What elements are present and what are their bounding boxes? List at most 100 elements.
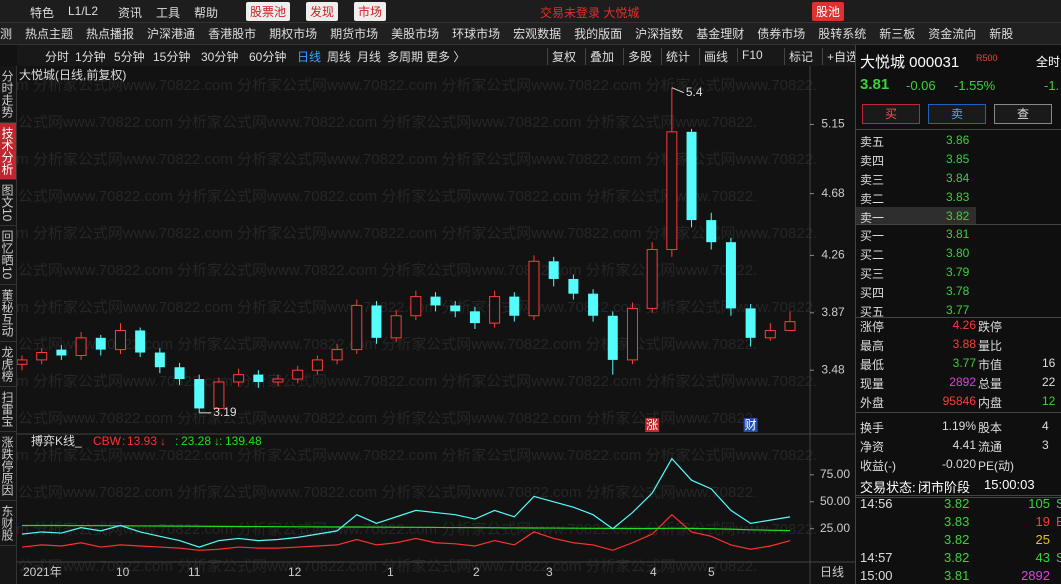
trade-button[interactable]: 卖	[928, 104, 986, 124]
indicator-line	[21, 457, 791, 548]
nav-item[interactable]: 新三板	[879, 27, 916, 41]
tool-button[interactable]: 统计	[661, 48, 690, 65]
nav-item[interactable]: 香港股市	[208, 27, 257, 41]
nav-item[interactable]: 沪深港通	[147, 27, 196, 41]
side-tab[interactable]: 分时走势	[0, 66, 16, 123]
tick-side: S	[1056, 550, 1061, 565]
period-tab[interactable]: 15分钟	[153, 50, 191, 64]
nav-item[interactable]: 我的版面	[574, 27, 623, 41]
stat-label: 净资	[860, 440, 885, 454]
menu-item[interactable]: 帮助	[194, 6, 219, 20]
highlight-row	[856, 207, 976, 225]
side-tab[interactable]: 回忆晒10	[0, 226, 16, 285]
nav-item[interactable]: 测	[0, 27, 13, 41]
book-label: 买五	[860, 305, 885, 319]
trade-button[interactable]: 买	[862, 104, 920, 124]
side-tab[interactable]: 技术分析	[0, 123, 16, 180]
tick-volume: 2892	[1021, 568, 1050, 583]
candle-body	[213, 381, 225, 409]
menu-pill[interactable]: 市场	[354, 2, 387, 21]
tick-time: 14:56	[860, 496, 893, 511]
legend-value: 13.93	[127, 434, 157, 448]
period-tab[interactable]: 5分钟	[114, 50, 145, 64]
nav-item[interactable]: 热点播报	[86, 27, 135, 41]
nav-item[interactable]: 资金流向	[928, 27, 977, 41]
nav-item[interactable]: 宏观数据	[513, 27, 562, 41]
nav-item[interactable]: 美股市场	[391, 27, 440, 41]
tool-button[interactable]: F10	[737, 48, 763, 62]
stat-value: 3.88	[952, 337, 976, 351]
book-price: 3.77	[946, 303, 970, 317]
tool-button[interactable]: 复权	[547, 48, 576, 65]
tool-button[interactable]: 多股	[623, 48, 652, 65]
tool-button[interactable]: 叠加	[585, 48, 614, 65]
trade-status: 闭市阶段	[918, 480, 971, 495]
nav-item[interactable]: 期货市场	[330, 27, 379, 41]
stat-label: 内盘	[978, 396, 1003, 410]
nav-item[interactable]: 债券市场	[757, 27, 806, 41]
nav-item[interactable]: 热点主题	[25, 27, 74, 41]
period-tab[interactable]: 日线	[297, 50, 322, 64]
book-label: 卖四	[860, 154, 885, 168]
period-tab[interactable]: 周线	[327, 50, 352, 64]
stat-value: 16	[1042, 356, 1056, 370]
nav-item[interactable]: 股转系统	[818, 27, 867, 41]
period-tab[interactable]: 更多 〉	[426, 50, 466, 64]
x-axis-label: 3	[546, 565, 553, 579]
book-label: 买二	[860, 248, 885, 262]
nav-item[interactable]: 基金理财	[696, 27, 745, 41]
side-tab[interactable]: 图文10	[0, 180, 16, 227]
low-label: 3.19	[213, 405, 237, 419]
menu-item[interactable]: 特色	[30, 6, 55, 20]
candle-body	[568, 278, 579, 294]
period-tab[interactable]: 1分钟	[75, 50, 106, 64]
tool-button[interactable]: 标记	[784, 48, 813, 65]
event-marker	[645, 418, 660, 432]
period-tab[interactable]: 30分钟	[201, 50, 239, 64]
tick-volume: 43	[1035, 550, 1050, 565]
nav-item[interactable]: 沪深指数	[635, 27, 684, 41]
side-tab[interactable]: 东财股	[0, 501, 16, 546]
candle-body	[311, 359, 323, 371]
period-tab[interactable]: 多周期	[387, 50, 424, 64]
watermark: Com 分析家公式网www.70822.com 分析家公式网www.70822.…	[17, 521, 817, 538]
tool-button[interactable]: +自选	[822, 48, 855, 65]
menu-item[interactable]: 工具	[156, 6, 181, 20]
trade-button[interactable]: 查	[994, 104, 1052, 124]
period-tab[interactable]: 月线	[357, 50, 382, 64]
tool-button[interactable]: 画线	[699, 48, 728, 65]
menu-pill[interactable]: 股票池	[246, 2, 291, 21]
nav-item[interactable]: 期权市场	[269, 27, 318, 41]
login-status: 交易未登录 大悦城	[540, 6, 640, 20]
high-pointer	[671, 87, 685, 94]
event-marker-label: 涨	[646, 417, 658, 432]
watermark: Com 分析家公式网www.70822.com 分析家公式网www.70822.…	[17, 410, 757, 427]
watermark: Com 分析家公式网www.70822.com 分析家公式网www.70822.…	[17, 373, 817, 390]
period-tab[interactable]: 60分钟	[249, 50, 287, 64]
change: -0.06	[906, 78, 936, 93]
stat-label: 股本	[978, 421, 1003, 435]
nav-item[interactable]: 新股	[989, 27, 1014, 41]
candle-body	[292, 369, 304, 380]
watermark: Com 分析家公式网www.70822.com 分析家公式网www.70822.…	[17, 484, 757, 501]
tick-volume: 105	[1028, 496, 1050, 511]
menu-pill[interactable]: 发现	[306, 2, 339, 21]
pool-button[interactable]: 股池	[812, 2, 845, 21]
stat-label: 现量	[860, 377, 885, 391]
period-tab[interactable]: 分时	[45, 50, 70, 64]
menu-item[interactable]: 资讯	[118, 6, 143, 20]
stat-value: 4.26	[952, 318, 976, 332]
menu-item[interactable]: L1/L2	[68, 4, 99, 18]
stat-value: 95846	[942, 394, 976, 408]
side-tab[interactable]: 龙虎榜	[0, 342, 16, 387]
side-tab[interactable]: 董秘互动	[0, 285, 16, 342]
candle-body	[450, 305, 461, 312]
divider	[856, 412, 1061, 413]
nav-item[interactable]: 环球市场	[452, 27, 501, 41]
book-label: 卖三	[860, 173, 885, 187]
stat-value: 22	[1042, 375, 1056, 389]
y-tick-label: 3.87	[821, 305, 845, 319]
x-axis-label: 4	[650, 565, 657, 579]
side-tab[interactable]: 涨跌停原因	[0, 432, 16, 501]
side-tab[interactable]: 扫雷宝	[0, 387, 16, 432]
